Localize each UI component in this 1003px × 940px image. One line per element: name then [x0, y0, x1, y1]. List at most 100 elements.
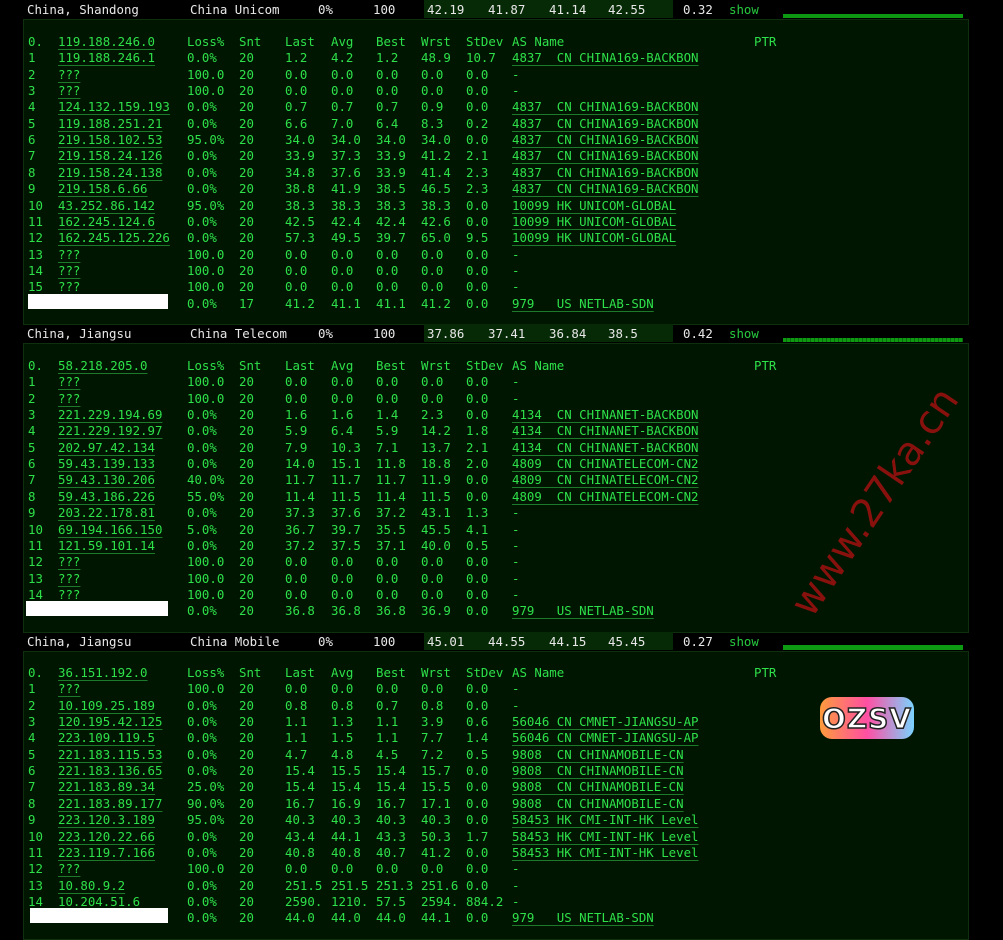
hop-ip-link[interactable]: 10.204.51.6 — [58, 893, 141, 909]
hop-as-name[interactable]: 979 US NETLAB-SDN — [512, 295, 654, 311]
hop-as-name[interactable]: 58453 HK CMI-INT-HK Level — [512, 844, 699, 860]
hop-as-name[interactable]: 4837 CN CHINA169-BACKBON — [512, 164, 699, 180]
hop-stdev: 0.0 — [466, 763, 489, 779]
hop-as-name: - — [512, 262, 520, 278]
hop-worst: 2.3 — [421, 407, 444, 423]
hop-as-name[interactable]: 56046 CN CMNET-JIANGSU-AP — [512, 714, 699, 730]
hop-as-name[interactable]: 4809 CN CHINATELECOM-CN2 — [512, 488, 699, 504]
hop-ip-link[interactable]: 121.59.101.14 — [58, 537, 155, 553]
target-ip-link[interactable]: 119.188.246.0 — [58, 34, 155, 49]
hop-as-name[interactable]: 4837 CN CHINA169-BACKBON — [512, 115, 699, 131]
hop-ip-link[interactable]: 59.43.130.206 — [58, 472, 155, 488]
hop-ip-link[interactable]: 221.229.192.97 — [58, 423, 163, 439]
hop-as-name[interactable]: 4837 CN CHINA169-BACKBON — [512, 132, 699, 148]
hop-ip-link[interactable]: 119.188.251.21 — [58, 115, 163, 131]
hop-ip-link[interactable]: 223.120.3.189 — [58, 812, 155, 828]
hop-best: 16.7 — [376, 795, 406, 811]
hop-ip-link[interactable]: ??? — [58, 681, 81, 697]
hop-ip-link[interactable]: 10.109.25.189 — [58, 697, 155, 713]
hop-as-name[interactable]: 979 US NETLAB-SDN — [512, 910, 654, 926]
hop-ip-link[interactable]: ??? — [58, 374, 81, 390]
target-ip-link[interactable]: 36.151.192.0 — [58, 665, 148, 680]
hop-ip-link[interactable]: 59.43.186.226 — [58, 488, 155, 504]
hop-ip-link[interactable]: 219.158.102.53 — [58, 132, 163, 148]
hop-ip-link[interactable]: 219.158.24.138 — [58, 164, 163, 180]
hop-ip-link[interactable]: 10.80.9.2 — [58, 877, 126, 893]
hop-ip-link[interactable]: 221.183.89.34 — [58, 779, 155, 795]
hop-ip-link[interactable]: 162.245.124.6 — [58, 213, 155, 229]
hop-as-name[interactable]: 58453 HK CMI-INT-HK Level — [512, 828, 699, 844]
header-show[interactable]: show — [729, 634, 759, 649]
hop-stdev: 0.0 — [466, 488, 489, 504]
hop-as-name[interactable]: 4134 CN CHINANET-BACKBON — [512, 439, 699, 455]
hop-ip-link[interactable]: 203.22.178.81 — [58, 505, 155, 521]
hop-as-name[interactable]: 9808 CN CHINAMOBILE-CN — [512, 795, 684, 811]
hop-as-name[interactable]: 4809 CN CHINATELECOM-CN2 — [512, 472, 699, 488]
hop-ip-link[interactable]: ??? — [58, 390, 81, 406]
hop-as-name[interactable]: 979 US NETLAB-SDN — [512, 603, 654, 619]
hop-ip-link[interactable]: 221.229.194.69 — [58, 407, 163, 423]
header-location: China, Jiangsu — [27, 326, 132, 341]
hop-ip-link[interactable]: 59.43.139.133 — [58, 456, 155, 472]
hop-ip-link[interactable]: ??? — [58, 279, 81, 295]
hop-row: 0.0% 17 41.2 41.1 41.1 41.2 0.0 979 US NETLAB-S… — [24, 293, 968, 312]
hop-ip-link[interactable]: 202.97.42.134 — [58, 439, 155, 455]
hop-ip-link[interactable]: 124.132.159.193 — [58, 99, 170, 115]
hop-as-name[interactable]: 10099 HK UNICOM-GLOBAL — [512, 213, 677, 229]
column-header: Wrst — [421, 665, 451, 680]
hop-loss: 95.0% — [187, 197, 225, 213]
hop-as-name[interactable]: 4837 CN CHINA169-BACKBON — [512, 99, 699, 115]
header-show[interactable]: show — [729, 2, 759, 17]
hop-ip-link[interactable]: 219.158.6.66 — [58, 181, 148, 197]
hop-as-name[interactable]: 4134 CN CHINANET-BACKBON — [512, 407, 699, 423]
hop-loss: 0.0% — [187, 505, 217, 521]
hop-ip-link[interactable]: ??? — [58, 66, 81, 82]
hop-ip-link[interactable]: ??? — [58, 83, 81, 99]
hop-as-name[interactable]: 4809 CN CHINATELECOM-CN2 — [512, 456, 699, 472]
hop-ip-link[interactable]: 221.183.115.53 — [58, 746, 163, 762]
hop-ip-link[interactable]: 162.245.125.226 — [58, 230, 170, 246]
hop-sent: 20 — [239, 730, 254, 746]
hop-as-name[interactable]: 4134 CN CHINANET-BACKBON — [512, 423, 699, 439]
hop-as-name[interactable]: 4837 CN CHINA169-BACKBON — [512, 50, 699, 66]
hop-ip-link[interactable]: ??? — [58, 861, 81, 877]
hop-ip-link[interactable]: 219.158.24.126 — [58, 148, 163, 164]
hop-ip-link[interactable]: 223.109.119.5 — [58, 730, 155, 746]
hop-as-name[interactable]: 9808 CN CHINAMOBILE-CN — [512, 746, 684, 762]
hop-last: 11.4 — [285, 488, 315, 504]
hop-ip-link[interactable]: 223.120.22.66 — [58, 828, 155, 844]
header-v3: 41.14 — [549, 2, 587, 17]
header-show[interactable]: show — [729, 326, 759, 341]
target-ip-link[interactable]: 58.218.205.0 — [58, 358, 148, 373]
hop-row: 4 221.229.192.97 0.0% 20 5.9 6.4 5.9 14.2 1.8 413… — [24, 423, 968, 439]
hop-ip-link[interactable]: ??? — [58, 586, 81, 602]
hop-last: 0.8 — [285, 697, 308, 713]
hop-ip-link[interactable]: ??? — [58, 570, 81, 586]
hop-as-name[interactable]: 9808 CN CHINAMOBILE-CN — [512, 763, 684, 779]
hop-last: 0.0 — [285, 374, 308, 390]
hop-row: 3 221.229.194.69 0.0% 20 1.6 1.6 1.4 2.3 0.0 4134… — [24, 407, 968, 423]
hop-ip-link[interactable]: 221.183.136.65 — [58, 763, 163, 779]
hop-as-name[interactable]: 10099 HK UNICOM-GLOBAL — [512, 230, 677, 246]
hop-worst: 0.0 — [421, 66, 444, 82]
hop-avg: 0.0 — [331, 262, 354, 278]
hop-as-name[interactable]: 10099 HK UNICOM-GLOBAL — [512, 197, 677, 213]
hop-as-name[interactable]: 9808 CN CHINAMOBILE-CN — [512, 779, 684, 795]
hop-ip-link[interactable]: ??? — [58, 554, 81, 570]
hop-as-name[interactable]: 4837 CN CHINA169-BACKBON — [512, 181, 699, 197]
hop-ip-link[interactable]: ??? — [58, 246, 81, 262]
column-header: AS Name — [512, 665, 565, 680]
hop-ip-link[interactable]: 43.252.86.142 — [58, 197, 155, 213]
hop-ip-link[interactable]: 119.188.246.1 — [58, 50, 155, 66]
hop-as-name[interactable]: 4837 CN CHINA169-BACKBON — [512, 148, 699, 164]
hop-as-name[interactable]: 56046 CN CMNET-JIANGSU-AP — [512, 730, 699, 746]
hop-ip-link[interactable]: 223.119.7.166 — [58, 844, 155, 860]
hop-as-name[interactable]: 58453 HK CMI-INT-HK Level — [512, 812, 699, 828]
hop-ip-link[interactable]: 69.194.166.150 — [58, 521, 163, 537]
hop-best: 11.8 — [376, 456, 406, 472]
hop-sent: 20 — [239, 472, 254, 488]
hop-ip-link[interactable]: 221.183.89.177 — [58, 795, 163, 811]
hop-last: 0.0 — [285, 262, 308, 278]
hop-ip-link[interactable]: 120.195.42.125 — [58, 714, 163, 730]
hop-ip-link[interactable]: ??? — [58, 262, 81, 278]
